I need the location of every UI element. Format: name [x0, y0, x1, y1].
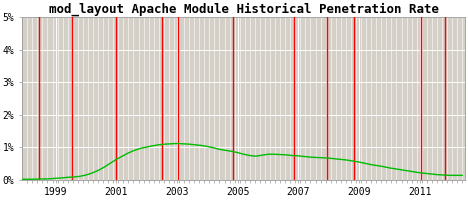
Title: mod_layout Apache Module Historical Penetration Rate: mod_layout Apache Module Historical Pene…	[49, 3, 439, 16]
